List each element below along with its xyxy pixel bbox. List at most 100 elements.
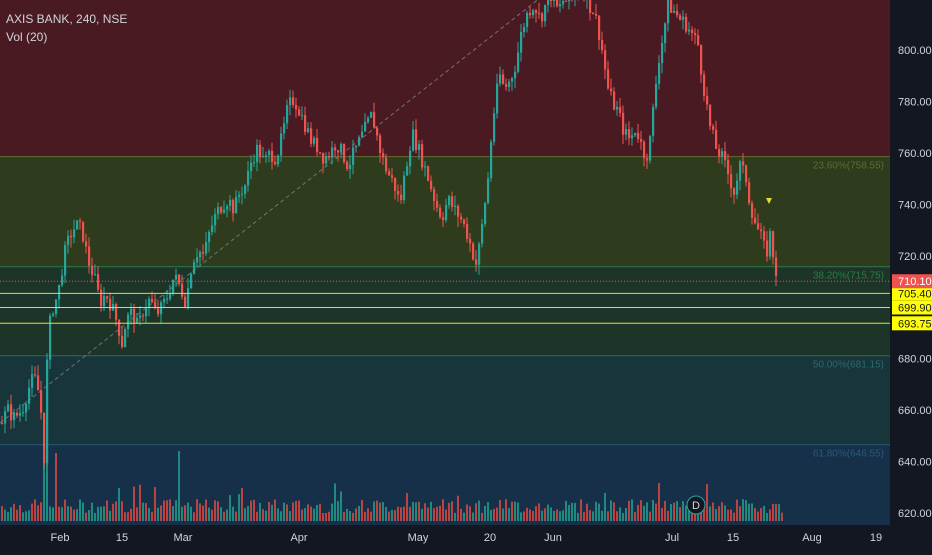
candle-body[interactable] (667, 0, 670, 24)
candle-body[interactable] (748, 182, 751, 204)
candle-body[interactable] (331, 147, 334, 158)
candle-body[interactable] (184, 296, 187, 307)
candle-body[interactable] (106, 296, 109, 299)
candle-body[interactable] (649, 135, 652, 161)
candle-body[interactable] (541, 13, 544, 22)
candle-body[interactable] (58, 284, 61, 300)
candle-body[interactable] (238, 194, 241, 197)
candle-body[interactable] (40, 390, 43, 413)
candle-body[interactable] (4, 411, 7, 424)
candle-body[interactable] (319, 152, 322, 154)
candle-body[interactable] (235, 196, 238, 214)
candle-body[interactable] (385, 157, 388, 172)
candle-body[interactable] (208, 232, 211, 243)
candle-body[interactable] (559, 4, 562, 7)
candle-body[interactable] (64, 244, 67, 276)
candle-body[interactable] (10, 404, 13, 421)
candle-body[interactable] (772, 231, 775, 258)
candle-body[interactable] (226, 206, 229, 210)
candle-body[interactable] (133, 308, 136, 324)
candle-body[interactable] (376, 127, 379, 136)
candle-body[interactable] (352, 147, 355, 165)
candle-body[interactable] (364, 122, 367, 132)
candle-body[interactable] (46, 359, 49, 463)
candle-body[interactable] (742, 161, 745, 166)
candle-body[interactable] (754, 217, 757, 224)
candle-body[interactable] (172, 279, 175, 295)
candle-body[interactable] (199, 252, 202, 258)
candle-body[interactable] (406, 166, 409, 176)
candle-body[interactable] (535, 10, 538, 14)
candle-body[interactable] (604, 50, 607, 70)
candle-body[interactable] (466, 223, 469, 239)
candle-body[interactable] (31, 374, 34, 388)
candle-body[interactable] (745, 165, 748, 183)
candle-body[interactable] (421, 144, 424, 168)
candle-body[interactable] (391, 175, 394, 178)
candle-body[interactable] (517, 52, 520, 72)
candle-body[interactable] (262, 156, 265, 158)
candle-body[interactable] (100, 289, 103, 307)
candle-body[interactable] (196, 257, 199, 263)
candle-body[interactable] (520, 31, 523, 53)
candle-body[interactable] (409, 150, 412, 167)
candle-body[interactable] (115, 303, 118, 320)
candle-body[interactable] (301, 115, 304, 117)
candle-body[interactable] (43, 412, 46, 463)
candle-body[interactable] (346, 162, 349, 170)
candle-body[interactable] (73, 229, 76, 238)
candle-body[interactable] (82, 221, 85, 242)
candle-body[interactable] (244, 185, 247, 194)
candle-body[interactable] (367, 117, 370, 123)
candle-body[interactable] (499, 74, 502, 84)
candle-body[interactable] (289, 97, 292, 106)
candle-body[interactable] (715, 129, 718, 149)
symbol-title[interactable]: AXIS BANK, 240, NSE (6, 12, 128, 26)
candle-body[interactable] (685, 16, 688, 32)
candle-body[interactable] (286, 105, 289, 124)
candle-body[interactable] (568, 0, 571, 2)
candle-body[interactable] (322, 152, 325, 164)
candle-body[interactable] (394, 177, 397, 191)
candle-body[interactable] (697, 35, 700, 46)
candle-body[interactable] (652, 107, 655, 136)
candle-body[interactable] (163, 298, 166, 303)
candle-body[interactable] (88, 246, 91, 266)
candle-body[interactable] (610, 88, 613, 92)
candle-body[interactable] (277, 155, 280, 165)
candle-body[interactable] (124, 329, 127, 348)
candle-body[interactable] (526, 12, 529, 27)
candle-body[interactable] (304, 115, 307, 132)
candle-body[interactable] (160, 302, 163, 315)
candle-body[interactable] (232, 200, 235, 214)
candle-body[interactable] (94, 274, 97, 276)
candle-body[interactable] (1, 422, 4, 424)
candle-body[interactable] (598, 15, 601, 40)
candle-body[interactable] (136, 317, 139, 324)
candle-body[interactable] (355, 145, 358, 148)
candle-body[interactable] (316, 137, 319, 153)
candle-body[interactable] (217, 207, 220, 215)
candle-body[interactable] (328, 156, 331, 158)
candle-body[interactable] (349, 164, 352, 170)
candle-body[interactable] (478, 243, 481, 265)
candle-body[interactable] (736, 180, 739, 195)
candle-body[interactable] (634, 132, 637, 136)
candle-body[interactable] (271, 150, 274, 163)
candle-body[interactable] (370, 112, 373, 118)
candle-body[interactable] (49, 315, 52, 360)
candle-body[interactable] (403, 175, 406, 201)
candle-body[interactable] (637, 132, 640, 140)
candle-body[interactable] (463, 219, 466, 224)
time-axis[interactable] (0, 525, 932, 550)
candle-body[interactable] (472, 243, 475, 260)
candle-body[interactable] (640, 139, 643, 142)
candle-body[interactable] (202, 252, 205, 254)
candle-body[interactable] (223, 209, 226, 213)
volume-indicator-label[interactable]: Vol (20) (6, 30, 48, 44)
candle-body[interactable] (601, 39, 604, 51)
candle-body[interactable] (295, 104, 298, 110)
candle-body[interactable] (718, 148, 721, 157)
